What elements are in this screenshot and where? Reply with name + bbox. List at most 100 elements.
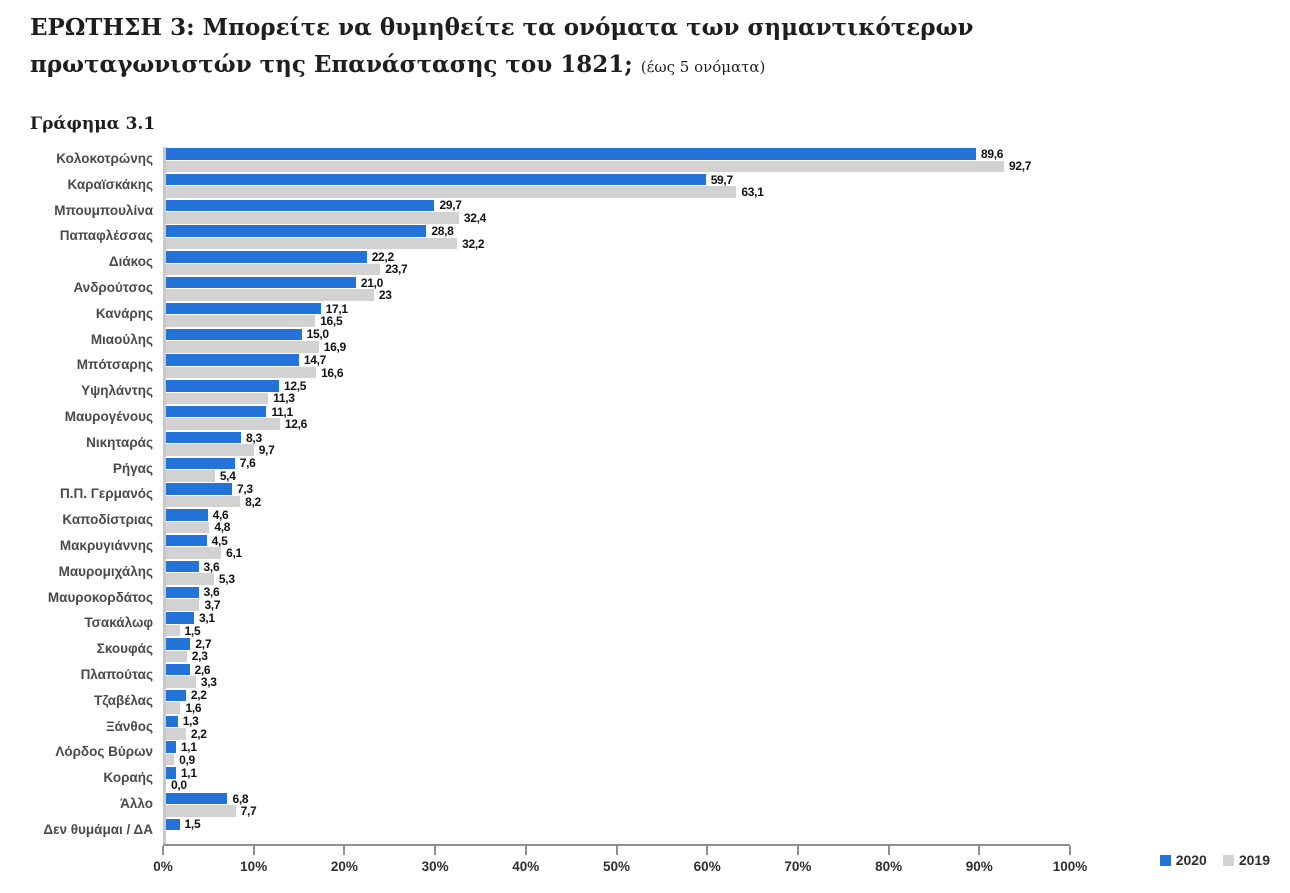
bar-track-2019 (166, 831, 1070, 843)
bar-chart: Κολοκοτρώνης 89,6 92,7 Καραϊσκάκης 59,7 63,1 Μ… (30, 143, 1087, 878)
value-label-2020: 4,5 (211, 533, 228, 548)
plot-cell: 1,5 (163, 817, 1070, 844)
plot-cell: 4,5 6,1 (163, 534, 1070, 560)
value-label-2019: 23 (378, 288, 392, 303)
plot-cell: 7,6 5,4 (163, 456, 1070, 483)
chart-row: Καραϊσκάκης 59,7 63,1 (30, 173, 1070, 200)
bar-track-2019: 1,6 (166, 701, 1070, 715)
value-label-2020: 4,6 (212, 507, 229, 522)
bar-track-2020: 12,5 (166, 379, 1070, 393)
x-tick-label: 80% (875, 858, 903, 874)
value-label-2020: 3,6 (203, 585, 220, 600)
bar-2020 (166, 818, 180, 831)
bar-track-2019: 3,7 (166, 598, 1070, 612)
bar-2019 (166, 599, 200, 611)
chart-caption: Γράφημα 3.1 (30, 114, 156, 134)
bar-2019 (166, 212, 459, 224)
x-tick (978, 845, 981, 855)
bar-2020 (166, 612, 195, 624)
category-label: Δεν θυμάμαι / ΔΑ (43, 821, 153, 837)
bar-2019 (166, 624, 180, 637)
legend-label: 2020 (1175, 852, 1207, 868)
value-label-2020: 89,6 (980, 146, 1004, 161)
plot-cell: 6,8 7,7 (163, 792, 1070, 818)
category-label: Υψηλάντης (81, 383, 153, 399)
value-label-2019: 4,8 (214, 520, 231, 535)
plot-cell: 14,7 16,6 (163, 353, 1070, 380)
bar-track-2019: 2,3 (166, 649, 1070, 664)
bar-track-2019: 32,4 (166, 211, 1070, 225)
bar-2019 (166, 444, 254, 456)
x-tick (343, 845, 346, 855)
bar-2020 (166, 560, 199, 573)
x-tick-label: 40% (512, 858, 540, 874)
value-label-2020: 15,0 (306, 327, 329, 342)
category-label: Καραϊσκάκης (67, 176, 153, 192)
bar-track-2019: 1,5 (166, 623, 1070, 638)
value-label-2020: 28,8 (431, 224, 454, 239)
x-tick (1069, 845, 1071, 855)
plot-cell: 4,6 4,8 (163, 508, 1070, 534)
bar-track-2020: 89,6 (166, 146, 1070, 161)
x-tick (524, 845, 527, 855)
title-block: ΕΡΩΤΗΣΗ 3: Μπορείτε να θυμηθείτε τα ονόμ… (30, 10, 1170, 84)
bar-track-2019: 4,8 (166, 520, 1070, 535)
value-label-2020: 2,7 (195, 636, 212, 651)
value-label-2019: 2,2 (190, 726, 207, 741)
bar-2020 (166, 354, 299, 366)
bar-track-2019: 0,9 (166, 753, 1070, 767)
chart-row: Τζαβέλας 2,2 1,6 (30, 688, 1070, 715)
value-label-2019: 23,7 (385, 262, 408, 277)
plot-cell: 17,1 16,5 (163, 302, 1070, 328)
bar-track-2019: 5,3 (166, 572, 1070, 586)
bar-track-2020: 4,6 (166, 507, 1070, 522)
bar-2019 (166, 418, 280, 430)
chart-rows: Κολοκοτρώνης 89,6 92,7 Καραϊσκάκης 59,7 63,1 Μ… (30, 143, 1070, 844)
bar-2020 (166, 663, 190, 676)
category-label: Μιαούλης (90, 331, 153, 347)
bar-2019 (166, 650, 187, 663)
value-label-2019: 16,6 (321, 365, 344, 380)
bar-2020 (166, 715, 178, 728)
value-label-2020: 3,6 (203, 559, 220, 574)
bar-track-2019: 11,3 (166, 391, 1070, 405)
bar-track-2020: 2,7 (166, 636, 1070, 651)
bar-track-2020: 2,2 (166, 688, 1070, 702)
value-label-2019: 9,7 (258, 443, 275, 458)
bar-2019 (166, 702, 181, 714)
value-label-2019: 1,5 (184, 623, 201, 638)
bar-2020 (166, 148, 976, 160)
bar-2020 (166, 483, 232, 495)
category-label: Τσακάλωφ (84, 615, 153, 631)
bar-track-2020: 28,8 (166, 224, 1070, 239)
value-label-2020: 1,1 (180, 740, 197, 755)
chart-row: Τσακάλωφ 3,1 1,5 (30, 611, 1070, 638)
value-label-2020: 14,7 (303, 353, 327, 368)
bar-track-2020: 1,1 (166, 766, 1070, 780)
value-label-2020: 1,5 (184, 817, 201, 832)
bar-track-2019: 16,5 (166, 314, 1070, 328)
plot-cell: 2,2 1,6 (163, 688, 1070, 715)
bar-track-2019: 8,2 (166, 495, 1070, 509)
bar-track-2019: 9,7 (166, 443, 1070, 458)
bar-track-2020: 3,6 (166, 559, 1070, 574)
bar-track-2020: 11,1 (166, 405, 1070, 419)
legend-swatch-2020 (1159, 854, 1171, 866)
bar-2020 (166, 638, 191, 650)
value-label-2019: 63,1 (741, 185, 764, 200)
value-label-2019: 7,7 (240, 804, 257, 819)
plot-cell: 3,1 1,5 (163, 611, 1070, 638)
legend-item-2020: 2020 (1159, 852, 1207, 868)
bar-2020 (166, 792, 228, 805)
bar-2020 (166, 431, 242, 444)
title-note: (έως 5 ονόματα) (640, 57, 766, 76)
bar-2019 (166, 315, 316, 327)
x-axis: 0% 10% 20% 30% 40% 50% 60% 70% 80% 90% 100% (153, 843, 1087, 878)
value-label-2019: 2,3 (191, 649, 208, 664)
plot-cell: 28,8 32,2 (163, 224, 1070, 251)
category-label: Κοραής (103, 770, 153, 786)
value-label-2020: 17,1 (325, 301, 348, 316)
bar-2020 (166, 225, 427, 237)
bar-2020 (166, 457, 235, 470)
